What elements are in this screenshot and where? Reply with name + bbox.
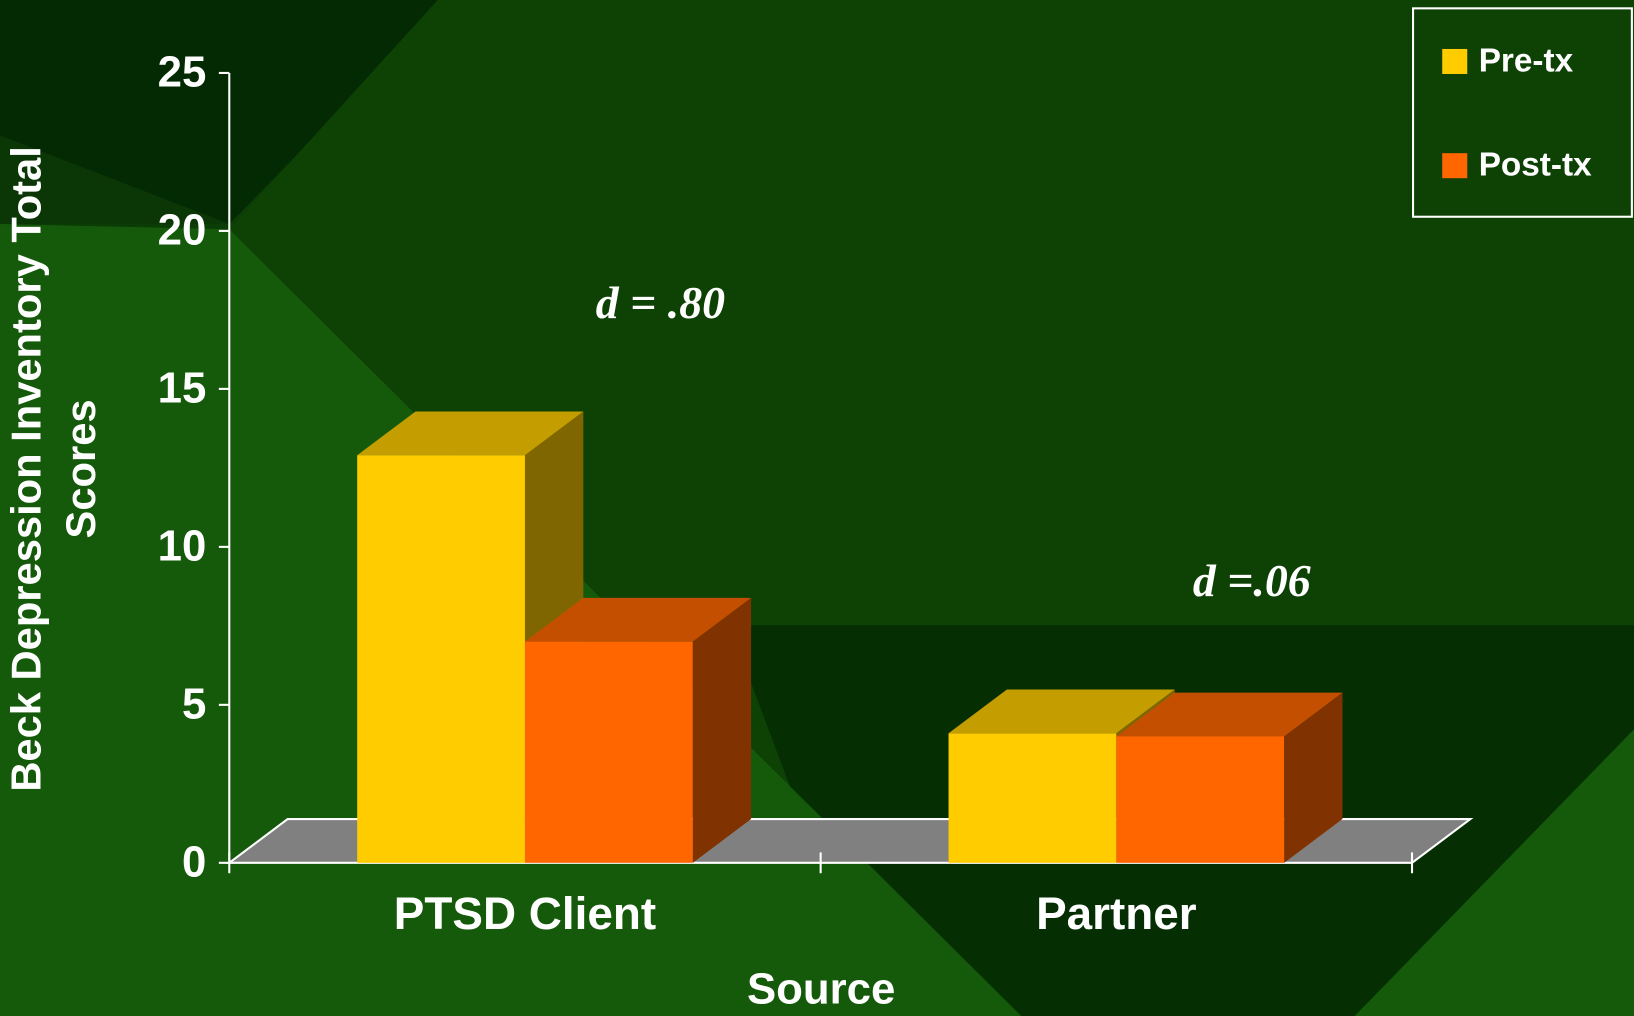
legend-label: Pre-tx	[1479, 42, 1574, 79]
y-tick-label: 10	[158, 522, 207, 571]
legend-label: Post-tx	[1479, 147, 1592, 184]
y-tick-label: 15	[158, 364, 207, 413]
bar	[1116, 736, 1285, 863]
legend-swatch	[1442, 48, 1468, 74]
y-axis-label-box: Beck Depression Inventory Total Scores	[4, 146, 105, 792]
annotation: d =.06	[1193, 555, 1311, 606]
bar-side	[692, 597, 752, 863]
background-shape	[1354, 729, 1634, 1016]
y-tick-label: 5	[182, 679, 206, 728]
x-tick-label: PTSD Client	[394, 887, 656, 939]
y-tick-label: 20	[158, 206, 207, 255]
bar	[357, 455, 525, 863]
y-tick-label: 0	[182, 837, 206, 886]
y-tick-label: 25	[158, 48, 207, 97]
annotation: d = .80	[596, 277, 725, 328]
legend-swatch	[1442, 153, 1468, 179]
bar	[524, 641, 693, 863]
background-shape	[0, 135, 230, 225]
bar-top	[948, 689, 1175, 734]
bar-side	[1284, 692, 1343, 863]
y-axis-label: Beck Depression Inventory Total Scores	[4, 146, 105, 792]
x-axis-label: Source	[747, 965, 895, 1014]
background-shape	[0, 0, 449, 225]
bar	[948, 733, 1117, 863]
bar-top	[1116, 692, 1343, 737]
bar-top	[524, 597, 752, 642]
legend-box	[1412, 7, 1633, 218]
x-tick-label: Partner	[1036, 887, 1197, 939]
bar-top	[357, 411, 584, 456]
